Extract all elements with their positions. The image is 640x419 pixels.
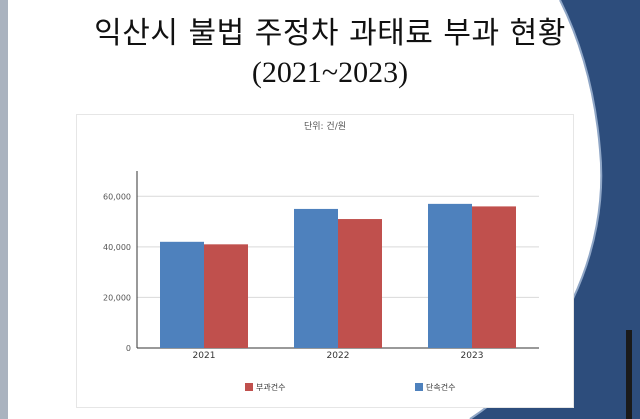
x-tick-label: 2022 [327, 351, 350, 361]
left-accent-strip [0, 0, 8, 419]
page-title: 익산시 불법 주정차 과태료 부과 현황 [94, 16, 566, 51]
chart-panel: 단위: 건/원 0 20,000 40,000 60,000 2021 2022 2023 부… [76, 114, 574, 408]
y-tick-label: 40,000 [103, 243, 131, 252]
bar-chart: 0 20,000 40,000 60,000 2021 2022 2023 부과건수 단속건수 [103, 171, 539, 392]
bar-단속건수-2021 [160, 241, 204, 348]
legend-label: 부과건수 [256, 382, 285, 392]
bar-단속건수-2022 [294, 208, 338, 348]
bar-부과건수-2023 [472, 206, 516, 348]
x-tick-label: 2021 [193, 351, 216, 361]
y-tick-label: 0 [126, 344, 131, 353]
bar-부과건수-2021 [204, 244, 248, 348]
legend-swatch [415, 383, 423, 391]
y-tick-label: 60,000 [103, 192, 131, 201]
chart-unit-label: 단위: 건/원 [303, 122, 347, 132]
legend-swatch [245, 383, 253, 391]
bar-부과건수-2022 [338, 219, 382, 348]
page-subtitle: (2021~2023) [251, 56, 409, 89]
y-tick-label: 20,000 [103, 293, 131, 302]
bar-단속건수-2023 [428, 203, 472, 348]
legend-label: 단속건수 [426, 382, 455, 392]
x-tick-label: 2023 [461, 351, 484, 361]
